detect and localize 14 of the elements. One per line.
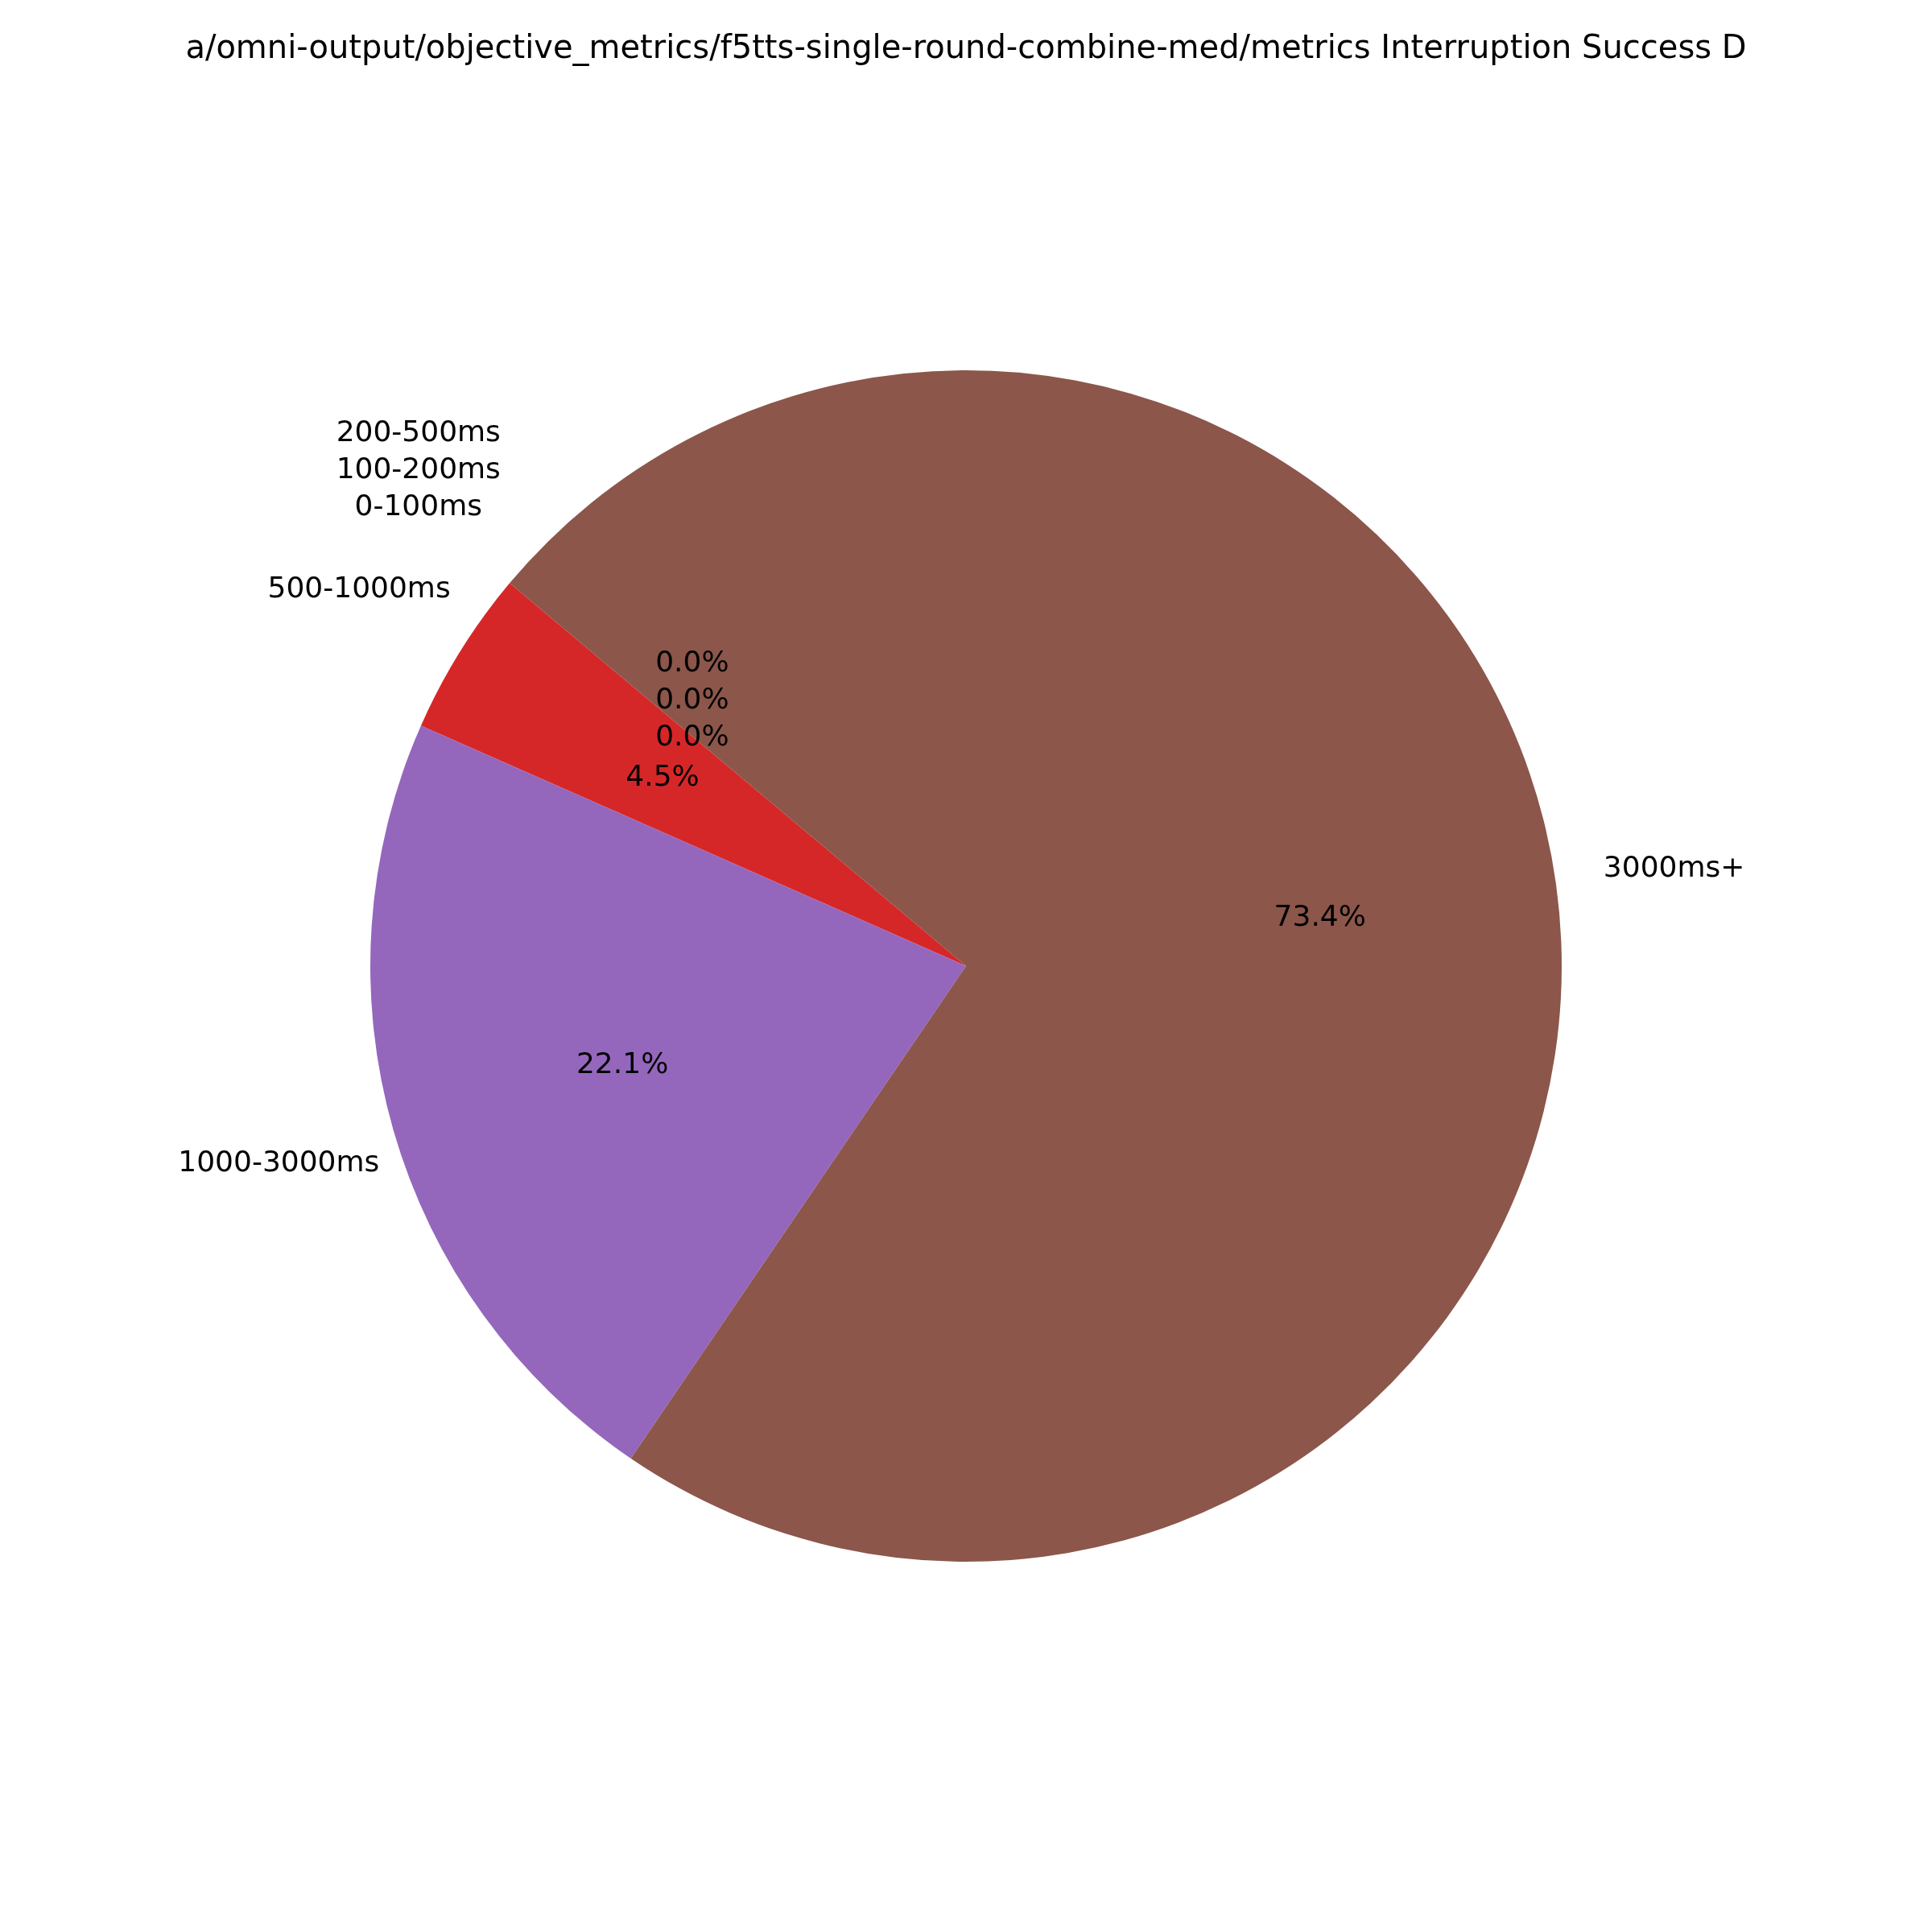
category-label: 200-500ms	[336, 415, 501, 448]
chart-title: a/omni-output/objective_metrics/f5tts-single-round-combine-med/metrics Interruption Success D	[185, 28, 1747, 66]
slice-label: 3000ms+	[1603, 850, 1745, 884]
text: 0.0%	[655, 644, 729, 678]
category-label: 0-100ms	[354, 489, 482, 522]
category-label: 100-200ms	[336, 452, 501, 485]
pie-slice	[510, 370, 1562, 1562]
data-label: 22.1%	[576, 1046, 669, 1080]
data-label: 73.4%	[1274, 899, 1366, 933]
text: 0.0%	[655, 718, 729, 752]
slice-label: 500-1000ms	[267, 570, 451, 604]
slice-label: 1000-3000ms	[178, 1145, 380, 1179]
text: 0.0%	[655, 681, 729, 715]
data-label: 4.5%	[625, 759, 700, 793]
